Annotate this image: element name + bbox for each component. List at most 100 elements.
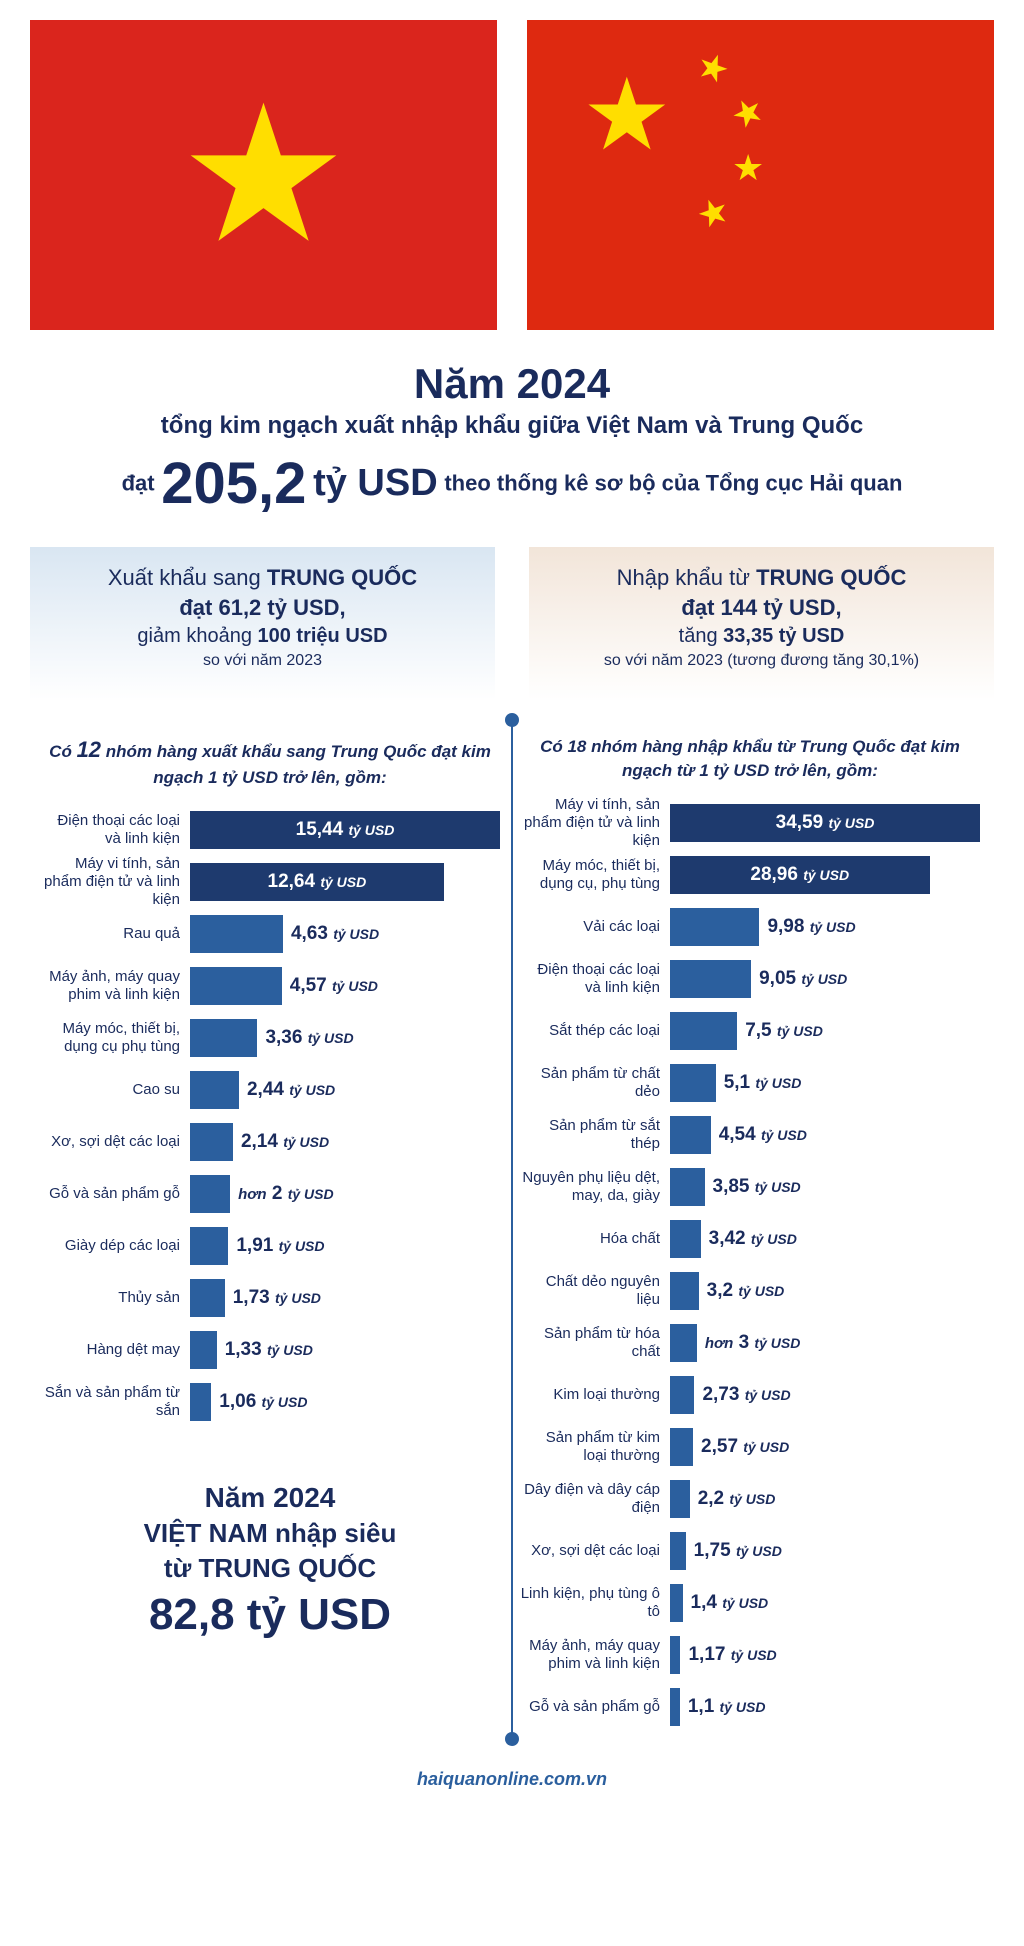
- bar-row: Điện thoại các loại và linh kiện15,44 tỷ…: [40, 810, 500, 850]
- bar-value: 7,5 tỷ USD: [745, 1020, 823, 1042]
- bar-value: 2,73 tỷ USD: [702, 1384, 790, 1406]
- bar-label: Gỗ và sản phẩm gỗ: [40, 1185, 190, 1203]
- summaries-row: Xuất khẩu sang TRUNG QUỐC đạt 61,2 tỷ US…: [30, 547, 994, 700]
- bar-row: Thủy sản1,73 tỷ USD: [40, 1278, 500, 1318]
- bar-value: 9,98 tỷ USD: [767, 916, 855, 938]
- bar-fill: [670, 1480, 690, 1518]
- bar-label: Hàng dệt may: [40, 1341, 190, 1359]
- bar-track: 2,57 tỷ USD: [670, 1427, 980, 1467]
- bar-label: Rau quả: [40, 925, 190, 943]
- bar-fill: [190, 1019, 257, 1057]
- bar-track: 3,85 tỷ USD: [670, 1167, 980, 1207]
- bar-track: 1,4 tỷ USD: [670, 1583, 980, 1623]
- bar-fill: [670, 1324, 697, 1362]
- headline-sub: tổng kim ngạch xuất nhập khẩu giữa Việt …: [30, 412, 994, 440]
- bar-label: Linh kiện, phụ tùng ô tô: [520, 1585, 670, 1621]
- bar-label: Giày dép các loại: [40, 1237, 190, 1255]
- bar-track: 9,05 tỷ USD: [670, 959, 980, 999]
- bar-row: Gỗ và sản phẩm gỗ hơn 2 tỷ USD: [40, 1174, 500, 1214]
- bar-row: Hàng dệt may1,33 tỷ USD: [40, 1330, 500, 1370]
- bar-track: 4,57 tỷ USD: [190, 966, 500, 1006]
- divider-dot: [505, 713, 519, 727]
- bar-label: Máy ảnh, máy quay phim và linh kiện: [520, 1637, 670, 1673]
- bar-track: 1,91 tỷ USD: [190, 1226, 500, 1266]
- bar-fill: [670, 1116, 711, 1154]
- bar-fill: [670, 1688, 680, 1726]
- bar-value: 1,1 tỷ USD: [688, 1696, 766, 1718]
- footer-source: haiquanonline.com.vn: [30, 1769, 994, 1810]
- import-bars: Máy vi tính, sản phẩm điện tử và linh ki…: [520, 803, 980, 1727]
- bar-label: Xơ, sợi dệt các loại: [40, 1133, 190, 1151]
- bar-track: 5,1 tỷ USD: [670, 1063, 980, 1103]
- bar-row: Máy vi tính, sản phẩm điện tử và linh ki…: [40, 862, 500, 902]
- bar-row: Xơ, sợi dệt các loại1,75 tỷ USD: [520, 1531, 980, 1571]
- export-bars: Điện thoại các loại và linh kiện15,44 tỷ…: [40, 810, 500, 1422]
- bar-fill: [670, 1376, 694, 1414]
- bar-track: 12,64 tỷ USD: [190, 862, 500, 902]
- bar-value: 4,57 tỷ USD: [290, 975, 378, 997]
- bar-value: 3,36 tỷ USD: [265, 1027, 353, 1049]
- star-icon: ★: [178, 80, 348, 270]
- bar-value: 1,4 tỷ USD: [691, 1592, 769, 1614]
- bar-row: Kim loại thường2,73 tỷ USD: [520, 1375, 980, 1415]
- bar-fill: [190, 915, 283, 953]
- bar-label: Hóa chất: [520, 1230, 670, 1248]
- bar-track: 3,2 tỷ USD: [670, 1271, 980, 1311]
- bar-row: Xơ, sợi dệt các loại2,14 tỷ USD: [40, 1122, 500, 1162]
- bar-fill: [190, 967, 282, 1005]
- bar-value: 12,64 tỷ USD: [190, 871, 444, 893]
- bar-track: 7,5 tỷ USD: [670, 1011, 980, 1051]
- bar-row: Vải các loại 9,98 tỷ USD: [520, 907, 980, 947]
- bar-track: 2,44 tỷ USD: [190, 1070, 500, 1110]
- export-chart-title: Có 12 nhóm hàng xuất khẩu sang Trung Quố…: [40, 735, 500, 790]
- bar-row: Chất dẻo nguyên liệu3,2 tỷ USD: [520, 1271, 980, 1311]
- bar-label: Vải các loại: [520, 918, 670, 936]
- bar-label: Sắn và sản phẩm từ sắn: [40, 1384, 190, 1420]
- bar-label: Cao su: [40, 1081, 190, 1099]
- bar-fill: [670, 908, 759, 946]
- bar-track: 2,73 tỷ USD: [670, 1375, 980, 1415]
- bar-value: 4,63 tỷ USD: [291, 923, 379, 945]
- bar-track: 34,59 tỷ USD: [670, 803, 980, 843]
- bar-label: Gỗ và sản phẩm gỗ: [520, 1698, 670, 1716]
- bar-value: 3,42 tỷ USD: [709, 1228, 797, 1250]
- bar-row: Sản phẩm từ sắt thép4,54 tỷ USD: [520, 1115, 980, 1155]
- bar-label: Máy vi tính, sản phẩm điện tử và linh ki…: [40, 855, 190, 909]
- bar-track: 2,14 tỷ USD: [190, 1122, 500, 1162]
- export-chart: Có 12 nhóm hàng xuất khẩu sang Trung Quố…: [30, 720, 510, 1739]
- star-icon: ★: [724, 89, 772, 137]
- deficit-callout: Năm 2024 VIỆT NAM nhập siêu từ TRUNG QUỐ…: [40, 1482, 500, 1640]
- bar-row: Sản phẩm từ kim loại thường2,57 tỷ USD: [520, 1427, 980, 1467]
- bar-value: 2,57 tỷ USD: [701, 1436, 789, 1458]
- charts-section: Có 12 nhóm hàng xuất khẩu sang Trung Quố…: [30, 720, 994, 1739]
- import-summary: Nhập khẩu từ TRUNG QUỐC đạt 144 tỷ USD, …: [529, 547, 994, 700]
- bar-track: 4,54 tỷ USD: [670, 1115, 980, 1155]
- bar-track: 1,75 tỷ USD: [670, 1531, 980, 1571]
- bar-fill: [190, 1071, 239, 1109]
- bar-label: Máy móc, thiết bị, dụng cụ, phụ tùng: [520, 857, 670, 893]
- divider-dot: [505, 1732, 519, 1746]
- bar-row: Giày dép các loại 1,91 tỷ USD: [40, 1226, 500, 1266]
- bar-value: 4,54 tỷ USD: [719, 1124, 807, 1146]
- bar-track: 4,63 tỷ USD: [190, 914, 500, 954]
- bar-track: 1,17 tỷ USD: [670, 1635, 980, 1675]
- china-flag: ★ ★ ★ ★ ★: [527, 20, 994, 330]
- bar-track: 1,1 tỷ USD: [670, 1687, 980, 1727]
- bar-fill: [190, 1383, 211, 1421]
- bar-row: Nguyên phụ liệu dệt, may, da, giày3,85 t…: [520, 1167, 980, 1207]
- bar-value: 1,91 tỷ USD: [236, 1235, 324, 1257]
- bar-track: 9,98 tỷ USD: [670, 907, 980, 947]
- bar-row: Sản phẩm từ chất dẻo5,1 tỷ USD: [520, 1063, 980, 1103]
- bar-row: Linh kiện, phụ tùng ô tô 1,4 tỷ USD: [520, 1583, 980, 1623]
- bar-value: hơn 2 tỷ USD: [238, 1183, 333, 1205]
- headline: Năm 2024 tổng kim ngạch xuất nhập khẩu g…: [30, 360, 994, 517]
- bar-value: 3,85 tỷ USD: [713, 1176, 801, 1198]
- bar-row: Sắt thép các loại7,5 tỷ USD: [520, 1011, 980, 1051]
- bar-track: 2,2 tỷ USD: [670, 1479, 980, 1519]
- import-chart: Có 18 nhóm hàng nhập khẩu từ Trung Quốc …: [510, 720, 990, 1739]
- bar-fill: [670, 1272, 699, 1310]
- bar-row: Máy ảnh, máy quay phim và linh kiện4,57 …: [40, 966, 500, 1006]
- bar-track: 3,36 tỷ USD: [190, 1018, 500, 1058]
- bar-value: 28,96 tỷ USD: [670, 864, 930, 886]
- star-icon: ★: [732, 150, 764, 186]
